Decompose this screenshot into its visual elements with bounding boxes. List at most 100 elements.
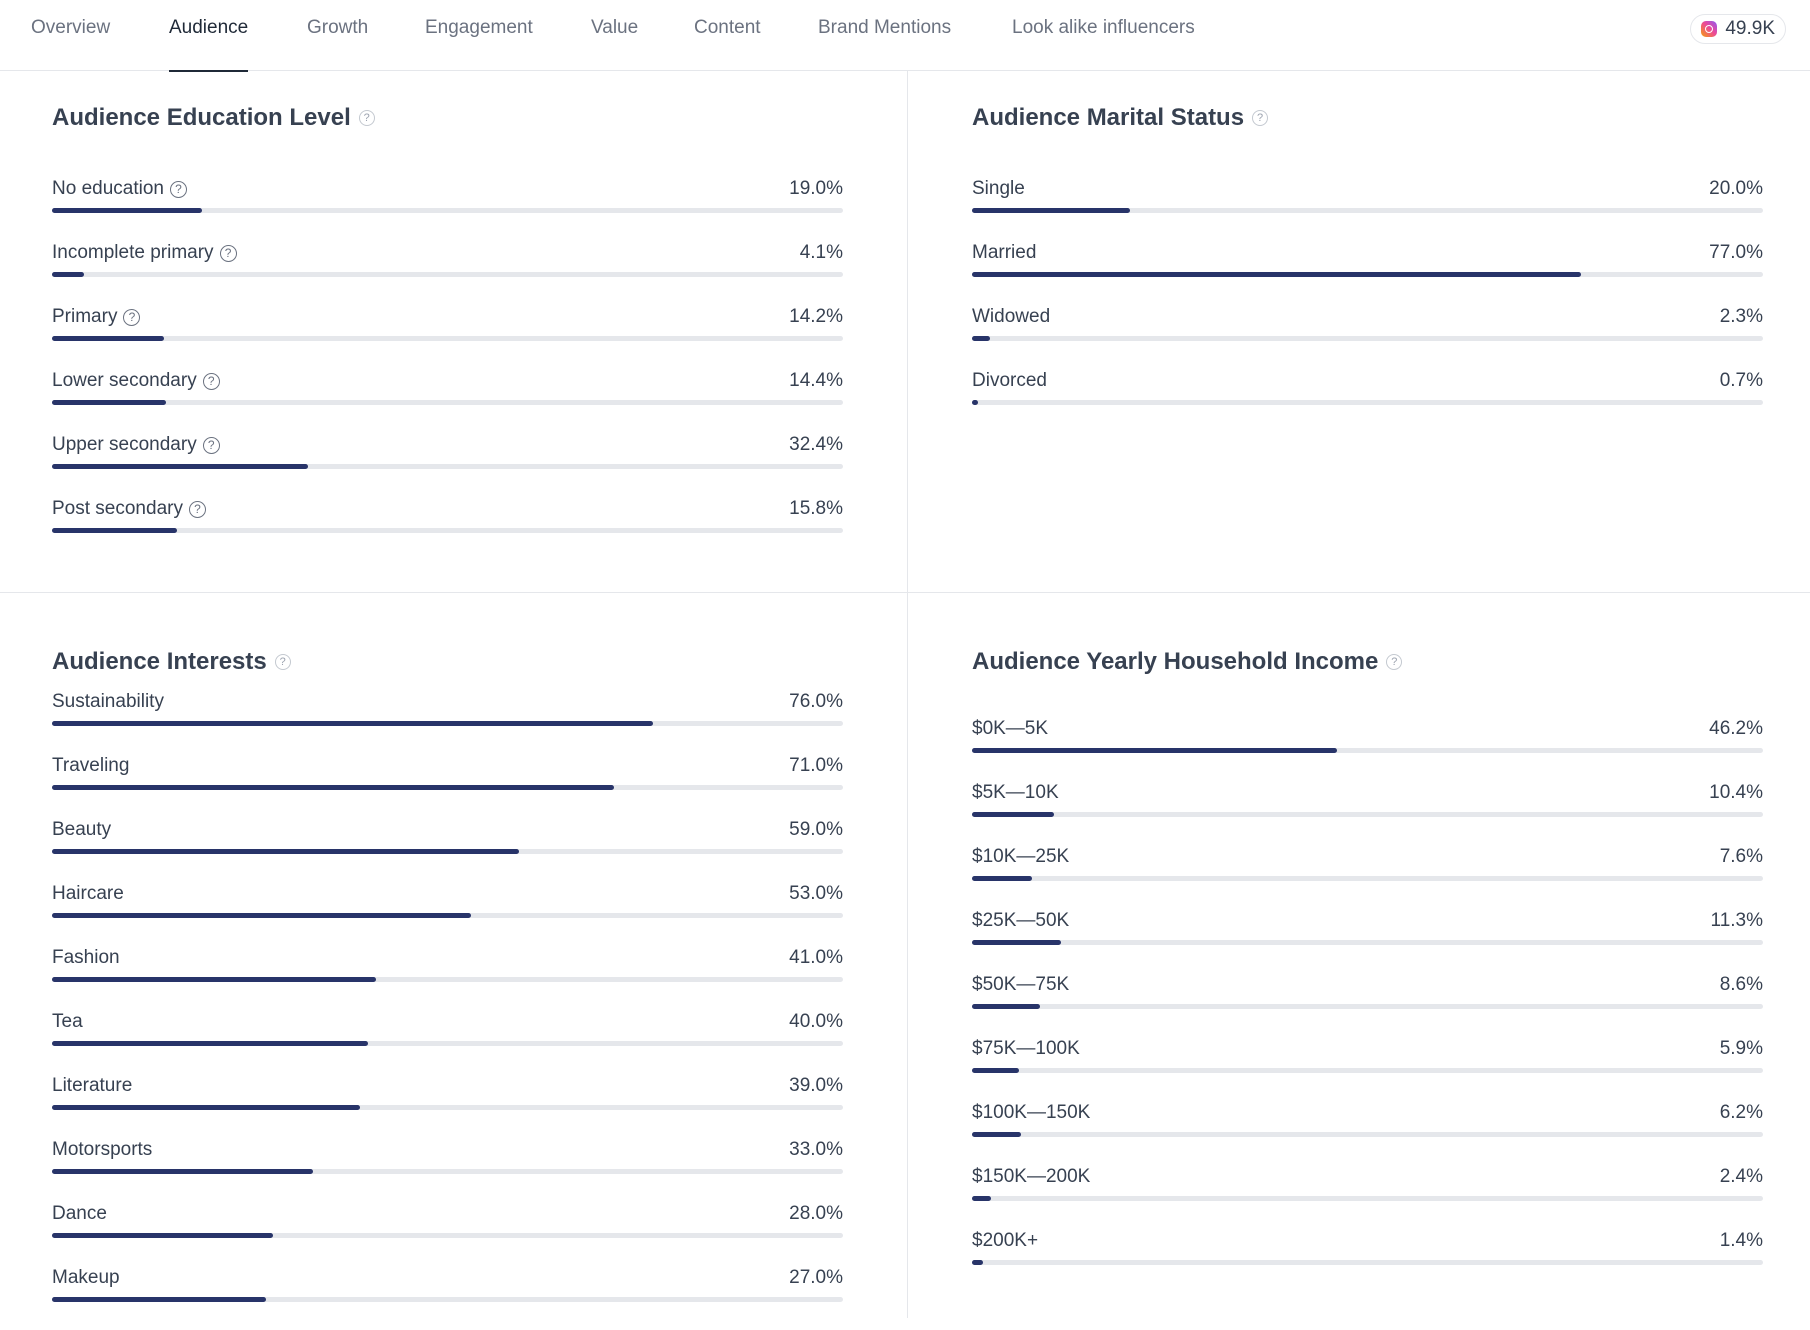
progress-track [52, 849, 843, 854]
tab-look-alike-influencers[interactable]: Look alike influencers [1012, 17, 1195, 38]
row-label: Incomplete primary? [52, 241, 237, 265]
instagram-icon [1701, 21, 1718, 37]
row-label: $25K—50K [972, 910, 1070, 931]
row-value: 8.6% [1719, 974, 1763, 995]
marital-row: Divorced 0.7% [972, 369, 1763, 433]
progress-fill [52, 849, 519, 854]
tab-content[interactable]: Content [694, 17, 761, 38]
progress-fill [52, 528, 177, 533]
row-value: 4.1% [799, 242, 843, 263]
progress-fill [52, 977, 377, 982]
progress-track [972, 400, 1763, 405]
row-value: 76.0% [789, 691, 843, 712]
help-icon[interactable]: ? [219, 244, 237, 262]
progress-track [972, 1004, 1763, 1009]
progress-track [972, 1196, 1763, 1201]
progress-track [52, 1041, 843, 1046]
marital-list: Single 20.0% Married 77.0% Widowed 2.3% … [972, 177, 1763, 433]
tab-overview[interactable]: Overview [31, 17, 111, 38]
row-label: $0K—5K [972, 718, 1049, 739]
progress-fill [52, 1041, 369, 1046]
interest-row: Fashion 41.0% [52, 946, 843, 1010]
interest-row: Beauty 59.0% [52, 818, 843, 882]
help-icon[interactable]: ? [202, 372, 220, 390]
tab-audience[interactable]: Audience [169, 0, 249, 72]
education-row: Lower secondary? 14.4% [52, 369, 843, 433]
row-label: $5K—10K [972, 782, 1059, 803]
tab-growth[interactable]: Growth [307, 17, 369, 38]
panel-title: Audience Interests ? [52, 647, 843, 677]
education-list: No education? 19.0% Incomplete primary? … [52, 177, 843, 561]
progress-fill [972, 1004, 1041, 1009]
progress-fill [972, 876, 1033, 881]
progress-track [972, 940, 1763, 945]
help-icon[interactable]: ? [123, 308, 141, 326]
progress-fill [972, 208, 1131, 213]
row-value: 71.0% [789, 755, 843, 776]
progress-fill [52, 1297, 266, 1302]
progress-track [52, 528, 843, 533]
interests-list: Sustainability 76.0% Traveling 71.0% Bea… [52, 690, 843, 1330]
help-icon[interactable]: ? [274, 654, 291, 670]
row-value: 2.4% [1719, 1166, 1763, 1187]
progress-track [972, 208, 1763, 213]
marital-row: Married 77.0% [972, 241, 1763, 305]
progress-fill [52, 336, 165, 341]
row-label: Literature [52, 1075, 133, 1096]
follower-count-badge[interactable]: 49.9K [1690, 14, 1786, 44]
help-icon[interactable]: ? [188, 500, 206, 518]
top-nav: Overview Audience Growth Engagement Valu… [0, 0, 1810, 72]
row-value: 6.2% [1719, 1102, 1763, 1123]
panel-title: Audience Yearly Household Income ? [972, 647, 1763, 677]
progress-fill [972, 1260, 984, 1265]
income-row: $100K—150K 6.2% [972, 1101, 1763, 1165]
tab-engagement[interactable]: Engagement [425, 17, 533, 38]
progress-fill [972, 272, 1582, 277]
row-value: 33.0% [789, 1139, 843, 1160]
row-label: Motorsports [52, 1139, 153, 1160]
follower-count: 49.9K [1725, 18, 1775, 39]
row-label: Post secondary? [52, 497, 206, 521]
interest-row: Makeup 27.0% [52, 1266, 843, 1330]
row-value: 0.7% [1719, 370, 1763, 391]
row-value: 19.0% [789, 178, 843, 199]
row-label: Sustainability [52, 691, 164, 712]
progress-fill [52, 913, 472, 918]
progress-track [52, 1169, 843, 1174]
row-value: 39.0% [789, 1075, 843, 1096]
help-icon[interactable]: ? [169, 180, 187, 198]
tab-value[interactable]: Value [591, 17, 639, 38]
progress-track [52, 785, 843, 790]
marital-row: Single 20.0% [972, 177, 1763, 241]
row-value: 28.0% [789, 1203, 843, 1224]
row-value: 46.2% [1709, 718, 1763, 739]
progress-fill [972, 1196, 991, 1201]
progress-track [52, 1105, 843, 1110]
help-icon[interactable]: ? [202, 436, 220, 454]
progress-fill [972, 812, 1055, 817]
row-label: Tea [52, 1011, 83, 1032]
progress-fill [972, 940, 1062, 945]
progress-fill [52, 1233, 274, 1238]
panel-title-text: Audience Education Level [52, 104, 351, 131]
progress-track [52, 721, 843, 726]
education-panel: Audience Education Level ? No education?… [52, 103, 843, 561]
help-icon[interactable]: ? [358, 110, 375, 126]
row-value: 40.0% [789, 1011, 843, 1032]
progress-track [52, 1297, 843, 1302]
progress-track [972, 1132, 1763, 1137]
education-row: Incomplete primary? 4.1% [52, 241, 843, 305]
progress-track [52, 336, 843, 341]
income-row: $150K—200K 2.4% [972, 1165, 1763, 1229]
tab-brand-mentions[interactable]: Brand Mentions [818, 17, 952, 38]
help-icon[interactable]: ? [1386, 654, 1403, 670]
row-value: 41.0% [789, 947, 843, 968]
row-value: 2.3% [1719, 306, 1763, 327]
income-row: $10K—25K 7.6% [972, 845, 1763, 909]
help-icon[interactable]: ? [1252, 110, 1269, 126]
interest-row: Literature 39.0% [52, 1074, 843, 1138]
interest-row: Haircare 53.0% [52, 882, 843, 946]
progress-track [972, 272, 1763, 277]
progress-track [972, 1068, 1763, 1073]
row-label: Makeup [52, 1267, 120, 1288]
